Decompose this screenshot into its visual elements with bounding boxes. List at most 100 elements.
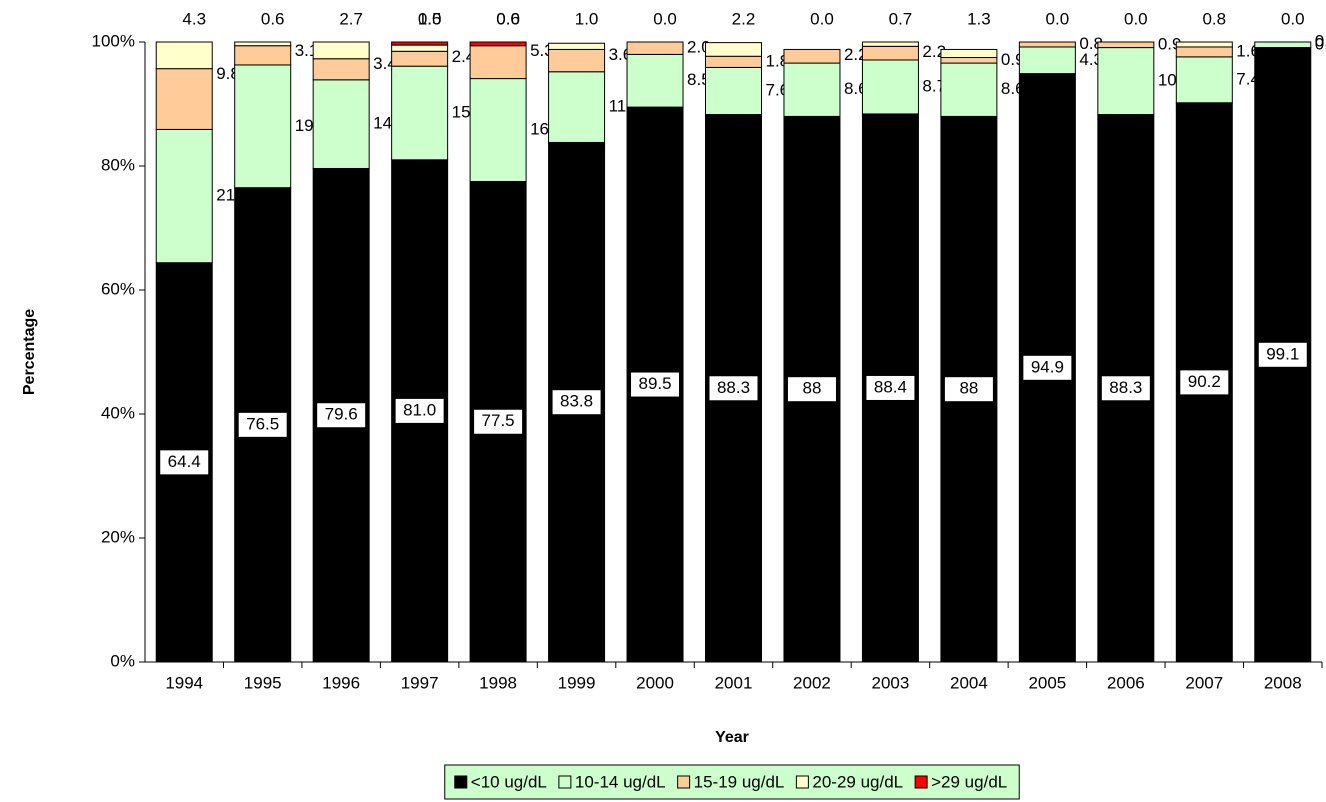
bar-segment (1097, 47, 1155, 116)
data-label: 3.1 (295, 41, 319, 60)
data-label: 3.4 (373, 54, 397, 73)
label-bg (1258, 342, 1307, 367)
y-tick-label: 40% (101, 403, 135, 422)
data-label: 0.0 (653, 9, 677, 28)
label-bg (709, 376, 758, 401)
data-label: 8.6 (1001, 79, 1025, 98)
data-label: 0.7 (889, 9, 913, 28)
bar-segment (155, 128, 213, 264)
bar-segment (469, 78, 527, 182)
y-tick-label: 20% (101, 527, 135, 546)
data-label: 0.9 (1001, 50, 1025, 69)
data-label: 0.0 (496, 9, 520, 28)
bar-segment (548, 42, 606, 50)
bar-segment (705, 66, 762, 116)
bar-segment (155, 68, 213, 130)
x-tick-label: 1998 (479, 673, 517, 692)
bar-segment (940, 62, 998, 117)
x-tick-label: 2006 (1107, 673, 1145, 692)
bar-segment (469, 45, 527, 80)
data-label: 0.8 (1079, 34, 1103, 53)
data-label: 88.3 (1109, 378, 1142, 397)
label-bg (631, 372, 680, 397)
data-label: 64.4 (168, 452, 201, 471)
label-bg (787, 377, 836, 402)
data-label: 0.6 (261, 9, 285, 28)
bar-segment (1254, 41, 1312, 49)
legend-swatch (677, 775, 691, 789)
bar-segment (705, 55, 762, 68)
bar-segment (1018, 41, 1076, 48)
bar-segment (234, 64, 292, 189)
data-label: 2.2 (844, 45, 868, 64)
data-label: 83.8 (560, 392, 593, 411)
x-tick-label: 1995 (244, 673, 282, 692)
bar-segment (1175, 46, 1233, 58)
label-bg (160, 450, 209, 475)
data-label: 88 (803, 379, 822, 398)
bar-segment (548, 71, 606, 143)
bar-segment (1175, 41, 1233, 48)
data-label: 2.2 (922, 42, 946, 61)
bar-segment (312, 41, 370, 60)
label-bg (552, 390, 601, 415)
y-tick-label: 0% (110, 651, 135, 670)
data-label: 1.8 (766, 51, 790, 70)
data-label: 8.6 (844, 79, 868, 98)
data-label: 79.6 (325, 405, 358, 424)
label-bg (944, 377, 993, 402)
data-label: 2.0 (687, 37, 711, 56)
legend-swatch (914, 775, 928, 789)
data-label: 76.5 (246, 414, 279, 433)
data-label: 88 (959, 379, 978, 398)
data-label: 2.2 (732, 9, 756, 28)
bar-segment (861, 45, 919, 61)
data-label: 0.8 (1202, 9, 1226, 28)
x-tick-label: 2003 (872, 673, 910, 692)
x-tick-label: 2002 (793, 673, 831, 692)
bar-segment (1097, 41, 1155, 49)
legend-swatch (558, 775, 572, 789)
data-label: 9.8 (216, 64, 240, 83)
data-label: 99.1 (1266, 344, 1299, 363)
data-label: 4.3 (1079, 50, 1103, 69)
data-label: 0.0 (1046, 9, 1070, 28)
data-label: 1.6 (1236, 41, 1260, 60)
bar-segment (1018, 46, 1076, 75)
x-tick-label: 1994 (165, 673, 203, 692)
data-label: 1.0 (418, 9, 442, 28)
data-label: 2.7 (339, 9, 363, 28)
legend-label: 20-29 ug/dL (812, 772, 903, 791)
data-label: 5.3 (530, 41, 554, 60)
x-tick-label: 2001 (715, 673, 753, 692)
data-label: 0.9 (1315, 34, 1326, 53)
data-label: 0.9 (1158, 34, 1182, 53)
label-bg (866, 375, 915, 400)
bar-segment (626, 53, 684, 108)
label-bg (1180, 370, 1229, 395)
data-label: 7.4 (1236, 69, 1260, 88)
bar-segment (940, 48, 998, 58)
data-label: 0.0 (1124, 9, 1148, 28)
data-label: 88.4 (874, 377, 907, 396)
bar-segment (626, 41, 684, 55)
data-label: 1.0 (575, 9, 599, 28)
data-label: 90.2 (1188, 372, 1221, 391)
data-label: 7.6 (766, 80, 790, 99)
label-bg (474, 409, 523, 434)
x-tick-label: 2007 (1185, 673, 1223, 692)
legend-label: <10 ug/dL (471, 772, 547, 791)
legend-swatch (795, 775, 809, 789)
x-tick-label: 2004 (950, 673, 988, 692)
x-tick-label: 2005 (1028, 673, 1066, 692)
x-tick-label: 2008 (1264, 673, 1302, 692)
data-label: 94.9 (1031, 357, 1064, 376)
bar-segment (391, 44, 449, 52)
bar-segment (155, 41, 213, 70)
data-label: 0.0 (810, 9, 834, 28)
legend-label: >29 ug/dL (931, 772, 1007, 791)
x-tick-label: 2000 (636, 673, 674, 692)
data-label: 2.4 (452, 47, 476, 66)
bar-segment (1175, 56, 1233, 104)
